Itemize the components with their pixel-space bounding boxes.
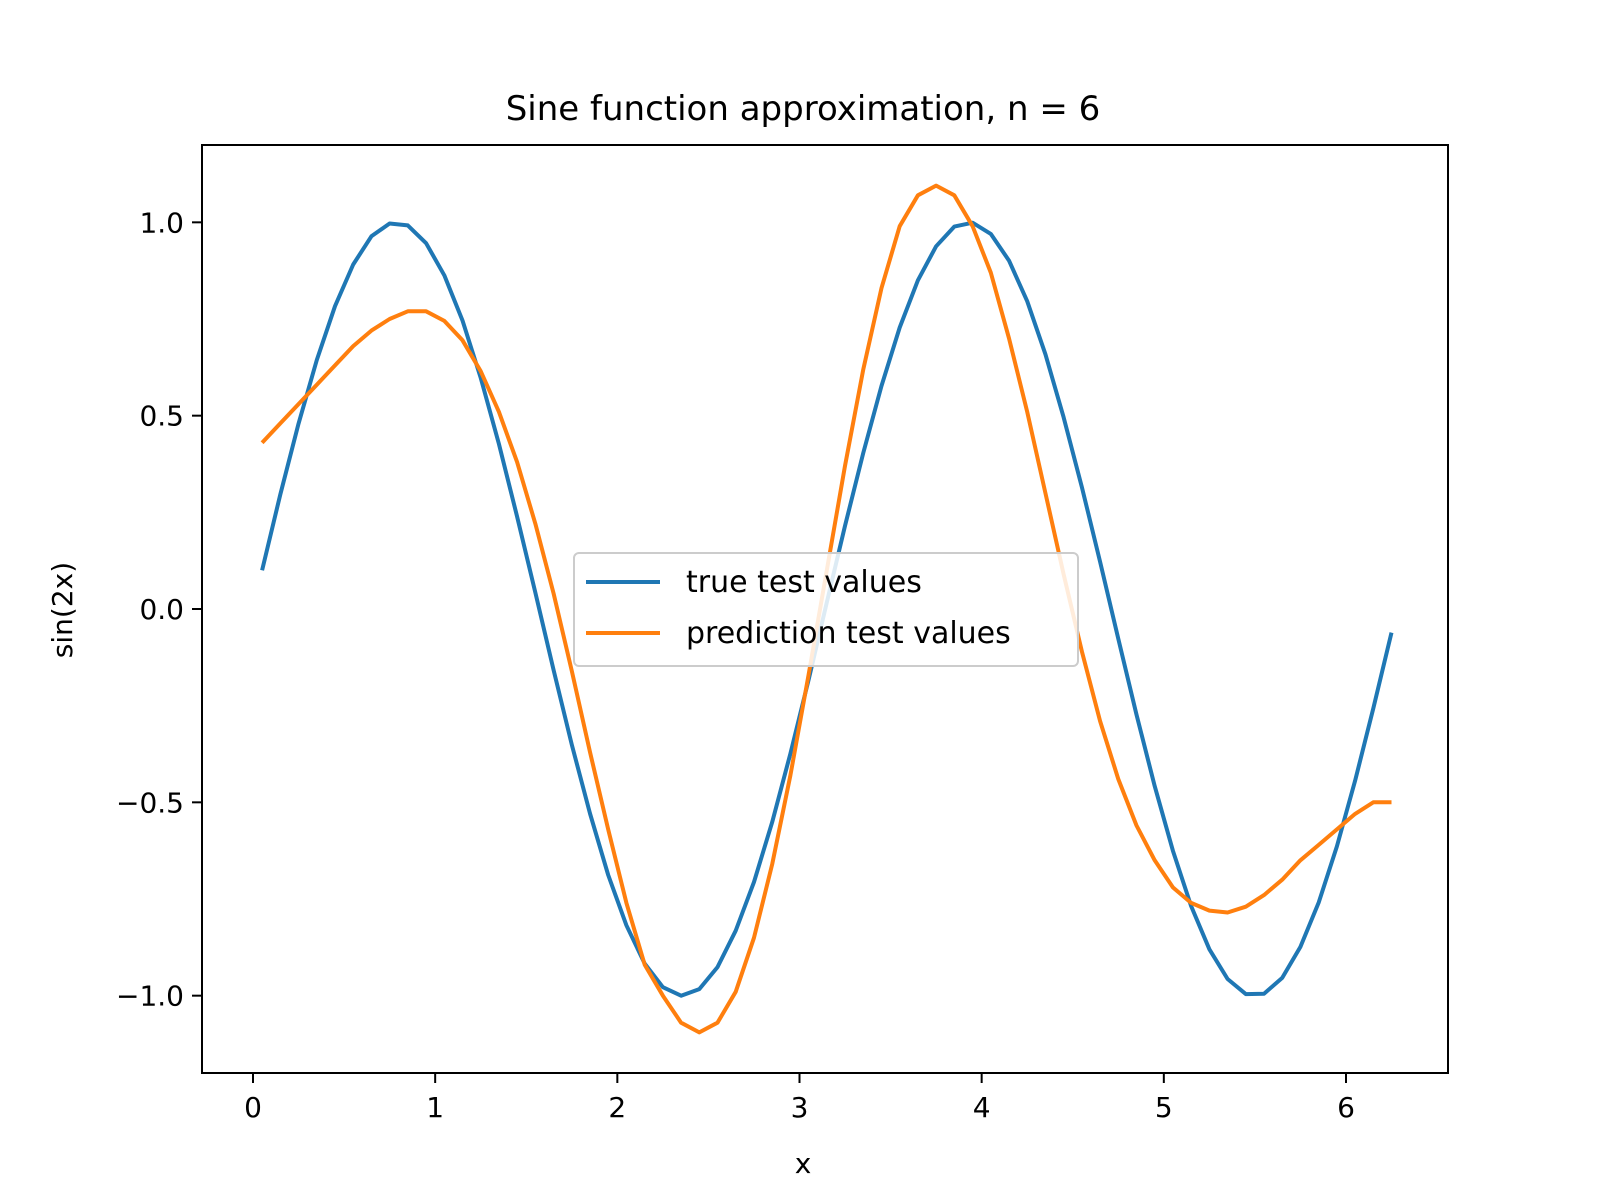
x-tick-label: 4 [973,1091,991,1124]
legend-box [573,552,1079,667]
x-tick-label: 0 [244,1091,262,1124]
y-tick-label: 1.0 [139,206,184,239]
legend-label-2: prediction test values [686,616,1011,651]
x-tick-label: 3 [791,1091,809,1124]
x-tick-label: 1 [426,1091,444,1124]
y-axis: −1.0 −0.5 0.0 0.5 1.0 [116,206,202,1013]
x-axis-label: x [795,1147,812,1180]
y-tick-label: −1.0 [116,980,184,1013]
y-axis-label: sin(2x) [46,562,79,658]
y-tick-label: 0.0 [139,593,184,626]
x-tick-label: 6 [1337,1091,1355,1124]
y-tick-label: −0.5 [116,786,184,819]
legend-label-1: true test values [686,565,922,600]
x-tick-label: 5 [1155,1091,1173,1124]
x-tick-label: 2 [608,1091,626,1124]
legend: true test values prediction test values [573,552,1079,667]
chart-title: Sine function approximation, n = 6 [506,89,1101,129]
y-tick-label: 0.5 [139,400,184,433]
x-axis: 0 1 2 3 4 5 6 [244,1073,1355,1124]
